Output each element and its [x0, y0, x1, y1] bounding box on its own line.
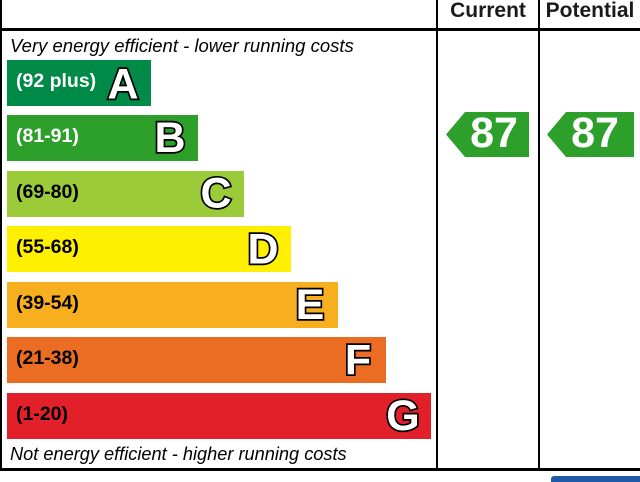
svg-text:A: A	[107, 61, 138, 109]
svg-text:C: C	[200, 170, 231, 218]
svg-text:G: G	[386, 392, 419, 440]
svg-text:87: 87	[571, 109, 619, 157]
svg-text:F: F	[345, 337, 371, 385]
svg-text:B: B	[154, 114, 185, 162]
svg-text:87: 87	[470, 109, 518, 157]
svg-text:D: D	[247, 226, 278, 274]
svg-text:E: E	[296, 281, 325, 329]
